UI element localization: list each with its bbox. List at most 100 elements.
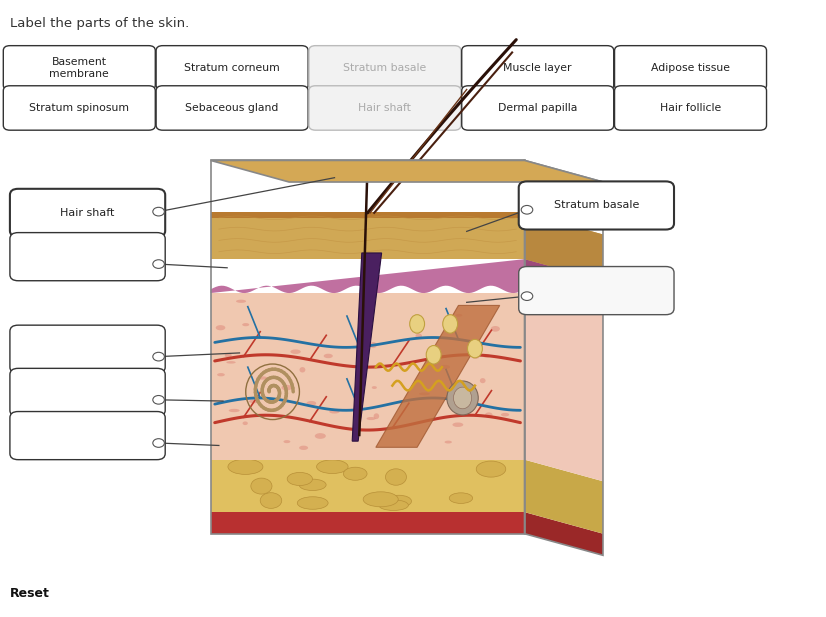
Ellipse shape — [483, 354, 491, 358]
Polygon shape — [211, 512, 525, 534]
Ellipse shape — [363, 492, 398, 507]
Circle shape — [153, 352, 164, 361]
Ellipse shape — [378, 500, 408, 510]
Ellipse shape — [228, 459, 263, 474]
Text: Hair follicle: Hair follicle — [660, 103, 721, 113]
Ellipse shape — [426, 346, 441, 364]
Ellipse shape — [249, 400, 260, 404]
Ellipse shape — [373, 413, 379, 419]
Ellipse shape — [369, 342, 377, 348]
Ellipse shape — [501, 413, 509, 416]
Ellipse shape — [443, 315, 458, 333]
Circle shape — [521, 292, 533, 300]
Ellipse shape — [297, 497, 328, 509]
Text: Stratum basale: Stratum basale — [553, 201, 639, 210]
Polygon shape — [211, 213, 525, 259]
Ellipse shape — [410, 315, 425, 333]
Text: Stratum spinosum: Stratum spinosum — [29, 103, 130, 113]
FancyBboxPatch shape — [10, 368, 165, 416]
Ellipse shape — [243, 421, 248, 425]
Ellipse shape — [225, 353, 232, 357]
Ellipse shape — [324, 354, 333, 358]
Circle shape — [153, 439, 164, 447]
Text: Hair shaft: Hair shaft — [358, 103, 411, 113]
Ellipse shape — [480, 378, 486, 383]
Ellipse shape — [330, 410, 339, 413]
Text: Muscle layer: Muscle layer — [504, 63, 572, 73]
Ellipse shape — [229, 409, 240, 412]
Text: Hair shaft: Hair shaft — [60, 208, 115, 218]
Ellipse shape — [226, 361, 235, 363]
FancyBboxPatch shape — [309, 46, 461, 90]
Ellipse shape — [236, 300, 246, 303]
Ellipse shape — [372, 386, 377, 389]
Ellipse shape — [256, 376, 268, 379]
Polygon shape — [211, 460, 525, 512]
FancyBboxPatch shape — [519, 267, 674, 315]
Ellipse shape — [419, 392, 430, 395]
Ellipse shape — [447, 381, 478, 415]
Ellipse shape — [472, 356, 479, 358]
Ellipse shape — [316, 460, 348, 473]
FancyBboxPatch shape — [10, 189, 165, 237]
Polygon shape — [352, 253, 382, 441]
Ellipse shape — [216, 325, 225, 330]
Text: Stratum basale: Stratum basale — [344, 63, 426, 73]
FancyBboxPatch shape — [615, 86, 767, 130]
Ellipse shape — [260, 493, 282, 508]
Ellipse shape — [449, 493, 472, 503]
Polygon shape — [211, 160, 603, 182]
Ellipse shape — [300, 367, 306, 373]
Circle shape — [153, 395, 164, 404]
FancyBboxPatch shape — [211, 212, 525, 218]
Ellipse shape — [242, 323, 249, 326]
FancyBboxPatch shape — [10, 412, 165, 460]
FancyBboxPatch shape — [519, 181, 674, 230]
Ellipse shape — [282, 385, 292, 391]
Ellipse shape — [468, 339, 482, 358]
Text: Sebaceous gland: Sebaceous gland — [185, 103, 279, 113]
Ellipse shape — [453, 387, 472, 409]
Text: Adipose tissue: Adipose tissue — [651, 63, 730, 73]
FancyBboxPatch shape — [462, 86, 614, 130]
Ellipse shape — [387, 495, 411, 507]
Polygon shape — [525, 259, 603, 315]
Ellipse shape — [444, 441, 452, 444]
FancyBboxPatch shape — [156, 46, 308, 90]
Ellipse shape — [315, 433, 325, 439]
Ellipse shape — [344, 467, 367, 480]
Ellipse shape — [299, 445, 308, 450]
FancyBboxPatch shape — [156, 86, 308, 130]
Polygon shape — [525, 293, 603, 481]
FancyBboxPatch shape — [309, 86, 461, 130]
Ellipse shape — [367, 417, 376, 420]
FancyBboxPatch shape — [10, 325, 165, 373]
Ellipse shape — [455, 314, 463, 317]
Text: Stratum corneum: Stratum corneum — [184, 63, 280, 73]
Polygon shape — [525, 213, 603, 281]
FancyBboxPatch shape — [3, 46, 155, 90]
Ellipse shape — [299, 479, 326, 491]
Ellipse shape — [485, 412, 492, 418]
Ellipse shape — [491, 326, 500, 332]
FancyBboxPatch shape — [3, 86, 155, 130]
Text: Basement
membrane: Basement membrane — [50, 57, 109, 79]
Polygon shape — [211, 293, 525, 460]
Ellipse shape — [291, 349, 301, 354]
Ellipse shape — [251, 478, 272, 494]
Ellipse shape — [440, 365, 450, 369]
Circle shape — [153, 260, 164, 268]
Ellipse shape — [386, 469, 406, 485]
Ellipse shape — [283, 440, 291, 443]
PathPatch shape — [211, 259, 525, 293]
Polygon shape — [376, 305, 500, 447]
FancyBboxPatch shape — [462, 46, 614, 90]
Circle shape — [153, 207, 164, 216]
Ellipse shape — [217, 373, 225, 376]
Polygon shape — [525, 512, 603, 555]
Text: Label the parts of the skin.: Label the parts of the skin. — [10, 17, 189, 30]
Polygon shape — [525, 460, 603, 534]
Ellipse shape — [477, 461, 506, 477]
Ellipse shape — [415, 333, 422, 339]
Ellipse shape — [453, 423, 463, 427]
